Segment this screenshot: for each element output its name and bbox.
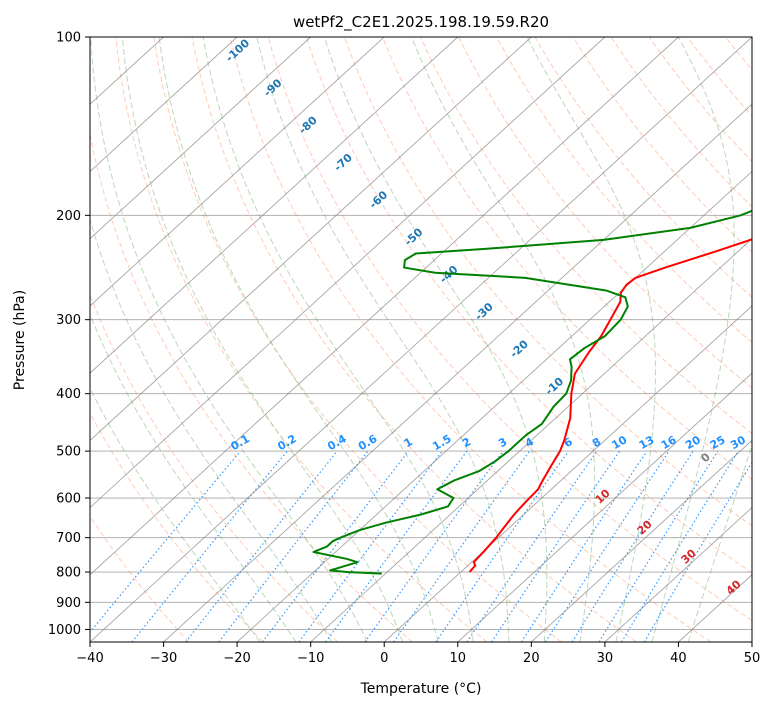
isotherm-label: -20 <box>508 337 532 360</box>
mixing-ratio-line <box>572 451 693 642</box>
isotherm-line <box>164 37 775 642</box>
dry-adiabat-line <box>687 37 775 642</box>
moist-adiabat-line <box>91 37 368 642</box>
x-tick-label: −40 <box>76 651 103 666</box>
mixing-ratio-label: 0.4 <box>325 432 349 453</box>
x-tick-label: −20 <box>223 651 250 666</box>
isotherm-label: -50 <box>402 225 426 248</box>
dry-adiabat-line <box>573 37 775 642</box>
y-axis-title: Pressure (hPa) <box>12 290 28 390</box>
dry-adiabat-line <box>497 37 775 642</box>
dry-adiabat-line <box>192 37 636 642</box>
mixing-ratio-line <box>622 451 739 642</box>
moist-adiabats <box>14 37 775 642</box>
mixing-ratio-label: 1.5 <box>430 432 453 453</box>
isotherms <box>0 37 775 642</box>
moist-adiabat-label: 0 <box>699 450 714 465</box>
sounding-profiles <box>314 37 775 574</box>
isotherm-label: -60 <box>367 188 391 211</box>
mixing-ratio-line <box>492 451 620 642</box>
isotherm-line <box>0 37 237 642</box>
isotherm-label: -10 <box>543 375 567 398</box>
x-tick-label: 30 <box>597 651 614 666</box>
dry-adiabat-line <box>764 37 775 642</box>
y-tick-label: 600 <box>56 492 81 507</box>
isotherm-line <box>90 37 752 642</box>
mixing-ratio-line <box>365 451 503 642</box>
x-tick-label: 50 <box>744 651 761 666</box>
x-axis-title: Temperature (°C) <box>360 681 482 697</box>
dry-adiabat-label: 30 <box>679 546 699 566</box>
y-tick-label: 800 <box>56 566 81 581</box>
mixing-ratio-label: 8 <box>590 435 603 450</box>
y-tick-label: 300 <box>56 313 81 328</box>
isotherm-line <box>16 37 678 642</box>
moist-adiabat-line <box>412 37 595 642</box>
y-tick-label: 1000 <box>48 623 81 638</box>
mixing-ratio-label: 30 <box>728 433 748 452</box>
mixing-ratio-label: 2 <box>460 435 473 450</box>
mixing-ratio-line <box>326 451 467 642</box>
y-tick-label: 500 <box>56 445 81 460</box>
mixing-ratio-line <box>219 451 368 642</box>
moist-adiabat-line <box>257 37 509 642</box>
chart-title: wetPf2_C2E1.2025.198.19.59.R20 <box>293 13 549 32</box>
mixing-ratio-label: 0.6 <box>356 432 380 453</box>
y-tick-label: 400 <box>56 387 81 402</box>
dry-adiabat-line <box>1 37 263 642</box>
y-tick-label: 100 <box>56 31 81 46</box>
dry-adiabat-line <box>535 37 775 642</box>
isotherm-line <box>752 37 775 642</box>
mixing-ratio-line <box>546 451 669 642</box>
mixing-ratio-lines <box>82 451 759 642</box>
moist-adiabat-line <box>14 37 260 642</box>
mixing-ratio-label: 0.2 <box>275 432 298 453</box>
mixing-ratio-label: 13 <box>637 433 657 452</box>
dry-adiabat-line <box>725 37 775 642</box>
x-axis: −40 −30 −20 −10 0 10 20 30 40 50 <box>76 642 760 666</box>
isotherm-line <box>0 37 311 642</box>
dry-adiabat-line <box>344 37 775 642</box>
line-annotations: -100-90-80-70-60-50-40-30-20-100.1 0.2 0.4… <box>223 36 769 597</box>
mixing-ratio-line <box>599 451 718 642</box>
y-tick-label: 200 <box>56 209 81 224</box>
mixing-ratio-line <box>132 451 287 642</box>
mixing-ratio-label: 25 <box>708 433 728 452</box>
x-tick-label: 10 <box>450 651 467 666</box>
mixing-ratio-label: 10 <box>610 433 630 452</box>
x-tick-label: −30 <box>150 651 177 666</box>
isotherm-line <box>0 37 458 642</box>
isotherm-label: -100 <box>223 36 252 64</box>
plot-area: -100-90-80-70-60-50-40-30-20-100.1 0.2 0.4… <box>0 36 775 642</box>
x-tick-label: 20 <box>523 651 540 666</box>
x-tick-label: −10 <box>297 651 324 666</box>
y-axis: 100 200 300 400 500 600 700 800 900 1000 <box>48 31 90 638</box>
isotherm-line <box>0 37 531 642</box>
isotherm-label: -80 <box>296 113 320 136</box>
mixing-ratio-label: 16 <box>659 433 679 452</box>
mixing-ratio-label: 1 <box>402 435 415 450</box>
dewpoint-profile <box>314 37 775 574</box>
isotherm-line <box>311 37 775 642</box>
mixing-ratio-line <box>467 451 597 642</box>
dry-adiabat-line <box>0 37 189 642</box>
y-tick-label: 900 <box>56 596 81 611</box>
mixing-ratio-label: 20 <box>683 433 703 452</box>
mixing-ratio-line <box>186 451 338 642</box>
x-tick-label: 40 <box>670 651 687 666</box>
moist-adiabat-line <box>688 37 775 642</box>
dry-adiabat-label: 40 <box>724 577 744 597</box>
y-tick-label: 700 <box>56 531 81 546</box>
isotherm-label: -70 <box>332 151 356 174</box>
mixing-ratio-label: 3 <box>496 435 509 450</box>
mixing-ratio-line <box>82 451 241 642</box>
dry-adiabat-line <box>78 37 413 642</box>
moist-adiabat-line <box>63 37 332 642</box>
moist-adiabat-line <box>203 37 473 642</box>
dry-adiabat-line <box>649 37 775 642</box>
x-tick-label: 0 <box>380 651 388 666</box>
mixing-ratio-line <box>263 451 409 642</box>
moist-adiabat-line <box>324 37 547 642</box>
